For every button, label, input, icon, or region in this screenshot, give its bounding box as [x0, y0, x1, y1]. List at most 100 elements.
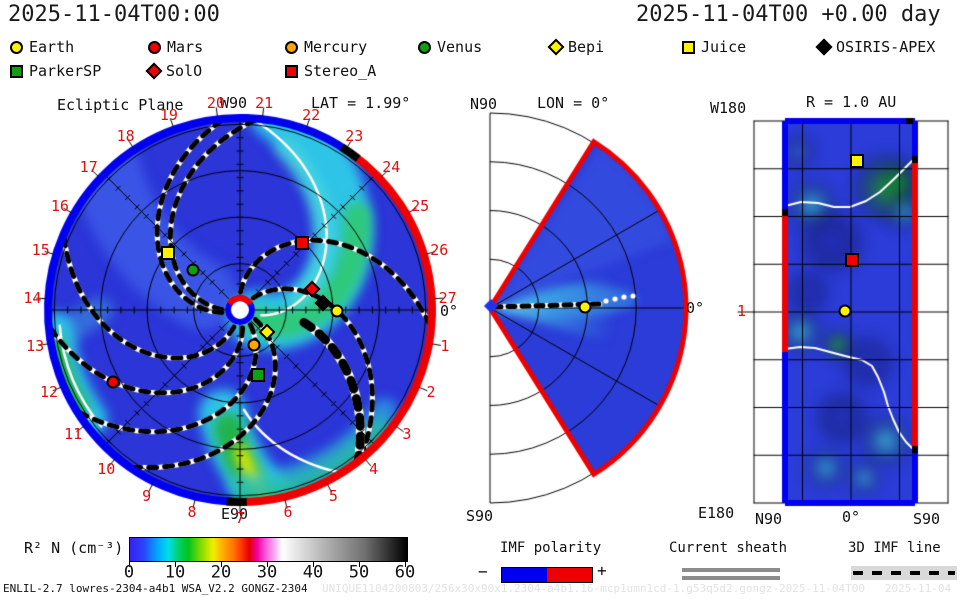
mars-symbol	[148, 40, 161, 54]
imf-polarity-bar	[501, 567, 593, 583]
juice-marker	[161, 246, 175, 260]
juice-marker	[850, 154, 864, 168]
radial-day-tick-label: 1	[737, 302, 747, 320]
legend-item-label: Earth	[29, 38, 75, 56]
legend-item-label: ParkerSP	[29, 62, 102, 80]
osiris-apex-symbol	[815, 38, 833, 56]
colorbar-tick-label: 30	[256, 562, 278, 583]
earth-marker	[838, 304, 852, 318]
day-ring-number: 15	[31, 241, 50, 260]
ecliptic-zero-label: 0°	[440, 302, 459, 320]
colorbar-label: R² N (cm⁻³)	[24, 539, 124, 557]
day-ring-number: 20	[206, 94, 225, 113]
meridional-s90-label: S90	[466, 507, 494, 525]
legend-item-mercury: Mercury	[285, 38, 367, 56]
timestamp-left: 2025-11-04T00:00	[8, 2, 220, 27]
day-ring-number: 21	[255, 94, 274, 113]
colorbar-tick	[359, 561, 360, 567]
radial-xaxis-zero: 0°	[842, 508, 861, 526]
venus-symbol	[418, 40, 431, 54]
colorbar-tick	[175, 561, 176, 567]
legend-item-juice: Juice	[682, 38, 746, 56]
ecliptic-e90-label: E90	[221, 505, 249, 523]
colorbar-tick	[267, 561, 268, 567]
day-ring-number: 12	[39, 383, 59, 402]
colorbar-tick-label: 60	[394, 562, 416, 583]
colorbar-tick-label: 10	[164, 562, 186, 583]
stereo_a-marker	[295, 236, 309, 250]
legend-item-label: Stereo_A	[304, 62, 377, 80]
current-sheath-swatch-top	[682, 568, 780, 572]
day-ring-number: 9	[142, 486, 152, 505]
day-ring-number: 23	[345, 126, 364, 145]
imf-minus-sign: −	[478, 562, 488, 581]
imf3d-label: 3D IMF line	[848, 540, 941, 556]
legend-item-solo: SolO	[145, 62, 203, 80]
legend-item-label: Bepi	[568, 38, 605, 56]
day-ring-number: 1	[440, 336, 450, 355]
colorbar-tick-label: 20	[210, 562, 232, 583]
model-version-text: ENLIL-2.7 lowres-2304-a4b1 WSA_V2.2 GONG…	[3, 582, 308, 595]
legend-item-mars: Mars	[148, 38, 203, 56]
day-ring-number: 4	[369, 460, 379, 479]
ecliptic-w90-label: W90	[220, 94, 248, 112]
radial-title: R = 1.0 AU	[806, 93, 897, 111]
meridional-n90-label: N90	[470, 95, 498, 113]
timestamp-right: 2025-11-04T00 +0.00 day	[636, 2, 941, 27]
colorbar-tick-label: 0	[123, 562, 135, 583]
day-ring-number: 3	[402, 424, 412, 443]
solo-symbol	[145, 62, 163, 80]
earth-symbol	[10, 40, 23, 54]
earth-marker	[578, 300, 592, 314]
day-ring-number: 10	[97, 460, 116, 479]
legend-item-label: Mars	[167, 38, 204, 56]
density-colorbar	[129, 537, 408, 562]
legend-item-label: Venus	[437, 38, 483, 56]
legend-item-bepi: Bepi	[547, 38, 605, 56]
stereo_a-marker	[845, 253, 859, 267]
current-sheath-label: Current sheath	[669, 540, 788, 556]
parkersp-symbol	[10, 64, 23, 78]
venus-marker	[186, 263, 200, 277]
legend-item-label: SolO	[166, 62, 203, 80]
day-ring-number: 22	[302, 105, 321, 124]
imf3d-swatch	[851, 566, 957, 580]
day-ring-number: 18	[116, 126, 135, 145]
legend-item-osiris-apex: OSIRIS-APEX	[815, 38, 935, 56]
imf-positive-swatch	[547, 568, 592, 582]
day-ring-number: 13	[26, 336, 45, 355]
legend-item-venus: Venus	[418, 38, 482, 56]
day-ring-number: 7	[235, 508, 245, 527]
legend-item-label: Juice	[701, 38, 747, 56]
colorbar-tick	[129, 561, 130, 567]
colorbar-tick-label: 40	[302, 562, 324, 583]
colorbar-tick	[313, 561, 314, 567]
day-ring-number: 8	[187, 503, 197, 522]
colorbar-tick	[405, 561, 406, 567]
legend-item-earth: Earth	[10, 38, 74, 56]
imf-negative-swatch	[502, 568, 547, 582]
radial-w180-label: W180	[710, 99, 747, 117]
radial-e180-label: E180	[698, 504, 735, 522]
current-sheath-swatch-bottom	[682, 576, 780, 580]
ecliptic-title: Ecliptic Plane	[57, 96, 184, 114]
day-ring-number: 5	[328, 486, 338, 505]
day-ring-number: 17	[79, 158, 98, 176]
stereo_a-symbol	[285, 64, 298, 78]
colorbar-tick	[221, 561, 222, 567]
day-ring-number: 2	[426, 383, 436, 402]
meridional-title: LON = 0°	[537, 94, 610, 112]
radial-xaxis-s90: S90	[913, 510, 941, 528]
ecliptic-lat-label: LAT = 1.99°	[311, 94, 411, 112]
day-ring-number: 24	[382, 158, 401, 176]
day-ring-number: 25	[411, 196, 430, 215]
day-ring-number: 19	[159, 105, 178, 124]
imf-plus-sign: +	[597, 561, 607, 580]
run-id-watermark: UNIQUE1104200803/256x30x90x1.2304-a4b1.1…	[322, 582, 952, 595]
mars-marker	[106, 375, 120, 389]
mercury-symbol	[285, 40, 298, 54]
day-ring-number: 6	[283, 503, 293, 522]
imf3d-dash-pattern	[853, 571, 955, 575]
